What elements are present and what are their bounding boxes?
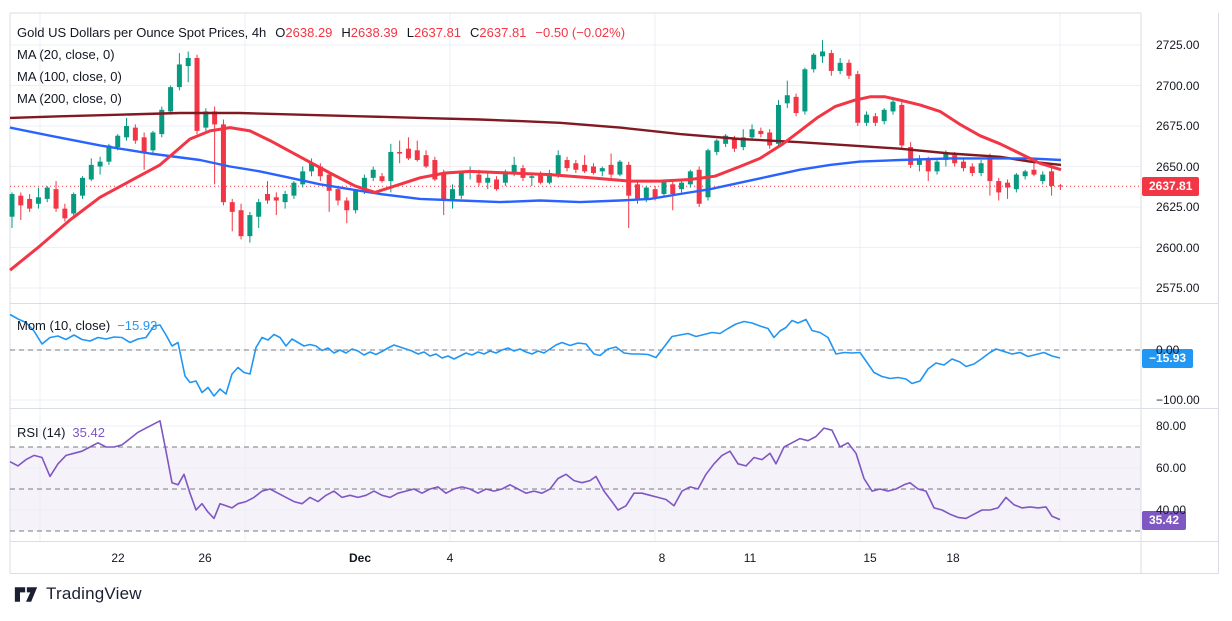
time-tick: 11 [743, 551, 757, 565]
price-axis[interactable]: 2637.81 −15.93 35.42 2725.00 2700.00 2675.… [1141, 13, 1219, 573]
time-axis[interactable]: 22 26 Dec 4 8 11 15 18 [10, 541, 1141, 573]
time-tick: Dec [348, 551, 372, 565]
high-label: H [341, 25, 351, 40]
ma200-line [9, 111, 1062, 167]
momentum-tick: −100.00 [1156, 393, 1200, 407]
rsi-legend[interactable]: RSI (14) 35.42 [17, 425, 105, 440]
symbol-title: Gold US Dollars per Ounce Spot Prices, 4… [17, 25, 267, 40]
momentum-legend[interactable]: Mom (10, close) −15.93 [17, 318, 157, 333]
rsi-line [9, 419, 1061, 521]
rsi-badge: 35.42 [1142, 510, 1187, 530]
price-tick: 2625.00 [1156, 200, 1200, 214]
price-tick: 2700.00 [1156, 78, 1200, 93]
change-value: −0.50 (−0.02%) [535, 25, 626, 40]
low-value: 2637.81 [414, 25, 462, 40]
last-price-badge: 2637.81 [1142, 177, 1200, 197]
momentum-badge: −15.93 [1142, 348, 1194, 368]
tradingview-logo-icon [14, 586, 38, 602]
time-tick: 8 [658, 551, 666, 565]
ma20-line [9, 95, 1062, 272]
price-tick: 2600.00 [1156, 240, 1200, 255]
close-label: C [470, 25, 480, 40]
time-tick: 4 [446, 551, 454, 565]
low-label: L [406, 25, 415, 40]
tradingview-brand-text: TradingView [46, 584, 142, 603]
momentum-tick: 0.00 [1156, 343, 1180, 357]
close-value: 2637.81 [479, 25, 527, 40]
momentum-value: −15.93 [117, 318, 158, 333]
momentum-label: Mom (10, close) [17, 318, 111, 333]
rsi-tick: 60.00 [1156, 461, 1187, 475]
ma100-legend[interactable]: MA (100, close, 0) [17, 69, 122, 84]
time-tick: 15 [863, 551, 877, 565]
tradingview-attribution[interactable]: TradingView [14, 584, 142, 604]
symbol-title-row[interactable]: Gold US Dollars per Ounce Spot Prices, 4… [17, 22, 625, 44]
price-tick: 2650.00 [1156, 159, 1200, 174]
rsi-value: 35.42 [72, 425, 105, 440]
price-tick: 2725.00 [1156, 38, 1200, 52]
rsi-tick: 80.00 [1156, 419, 1187, 433]
rsi-tick: 40.00 [1156, 503, 1187, 517]
momentum-line [9, 313, 1061, 397]
candles [9, 40, 1063, 243]
time-tick: 22 [111, 551, 125, 565]
ma20-legend[interactable]: MA (20, close, 0) [17, 47, 115, 62]
chart-legend: Gold US Dollars per Ounce Spot Prices, 4… [17, 22, 625, 110]
ma100-line [9, 126, 1062, 204]
high-value: 2638.39 [350, 25, 398, 40]
open-label: O [275, 25, 286, 40]
rsi-label: RSI (14) [17, 425, 66, 440]
time-tick: 18 [946, 551, 960, 565]
price-tick: 2575.00 [1156, 281, 1200, 295]
price-tick: 2675.00 [1156, 119, 1200, 133]
rsi-band [10, 447, 1141, 531]
open-value: 2638.29 [285, 25, 333, 40]
time-tick: 26 [198, 551, 212, 565]
ma200-legend[interactable]: MA (200, close, 0) [17, 91, 122, 106]
